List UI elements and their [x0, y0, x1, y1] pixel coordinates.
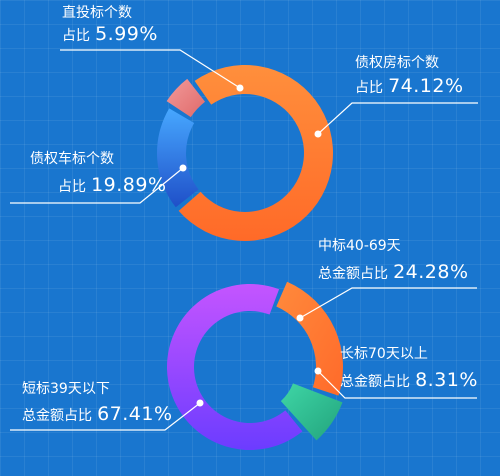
label-house-prefix: 占比	[355, 80, 383, 96]
leader-line-short	[10, 402, 201, 431]
label-medium-value: 总金额占比 24.28%	[318, 263, 469, 282]
slice-debt-house	[178, 65, 334, 241]
label-house-title: 债权房标个数	[355, 55, 439, 71]
slice-long-term	[280, 383, 343, 441]
label-direct-prefix: 占比	[62, 28, 90, 44]
leader-line-long	[317, 370, 477, 399]
label-direct-value: 占比 5.99%	[62, 25, 158, 44]
label-direct-percent: 5.99%	[95, 23, 158, 45]
label-short-percent: 67.41%	[97, 403, 173, 425]
label-long-prefix: 总金额占比	[340, 374, 410, 390]
label-car-prefix: 占比	[58, 179, 86, 195]
slice-direct-investment	[166, 78, 206, 118]
leader-line-car	[10, 167, 184, 204]
label-medium-prefix: 总金额占比	[318, 266, 388, 282]
label-house-value: 占比 74.12%	[355, 77, 464, 96]
label-car-value: 占比 19.89%	[58, 176, 167, 195]
label-medium-title: 中标40-69天	[318, 238, 401, 254]
leader-line-medium	[299, 287, 477, 319]
slice-debt-car	[157, 108, 199, 208]
label-car-percent: 19.89%	[91, 174, 167, 196]
leader-line-direct	[60, 49, 241, 89]
leader-dot-medium	[296, 314, 304, 322]
label-short-title: 短标39天以下	[22, 381, 110, 397]
label-long-value: 总金额占比 8.31%	[340, 371, 478, 390]
label-short-value: 总金额占比 67.41%	[22, 405, 173, 424]
label-medium-percent: 24.28%	[393, 261, 469, 283]
leader-dot-long	[314, 367, 322, 375]
leader-dot-house	[314, 130, 322, 138]
leader-dot-short	[196, 399, 204, 407]
slice-short-term	[167, 284, 303, 450]
slice-medium-term	[276, 281, 343, 396]
leader-line-house	[317, 102, 478, 135]
label-car-title: 债权车标个数	[30, 151, 114, 167]
leader-dot-car	[179, 164, 187, 172]
label-direct-title: 直投标个数	[62, 5, 132, 21]
leader-dot-direct	[236, 84, 244, 92]
label-house-percent: 74.12%	[388, 75, 464, 97]
label-long-percent: 8.31%	[415, 369, 478, 391]
label-long-title: 长标70天以上	[340, 346, 428, 362]
label-short-prefix: 总金额占比	[22, 408, 92, 424]
